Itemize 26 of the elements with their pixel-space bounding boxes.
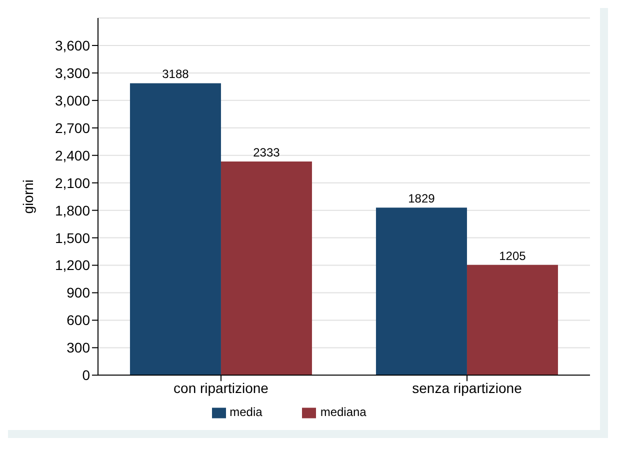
bar <box>376 208 467 376</box>
legend-label: media <box>230 405 262 420</box>
x-tick-label: con ripartizione <box>174 380 269 396</box>
y-tick-label: 1,200 <box>54 257 90 274</box>
y-tick-label: 2,400 <box>54 147 90 164</box>
y-tick-label: 3,300 <box>54 64 90 81</box>
y-tick-label: 2,700 <box>54 120 90 136</box>
data-label: 3188 <box>162 67 190 82</box>
bar <box>466 264 558 376</box>
y-tick-label: 600 <box>66 312 90 328</box>
data-label: 1205 <box>499 248 526 263</box>
y-tick-label: 2,100 <box>54 174 90 191</box>
data-label: 2333 <box>253 146 280 160</box>
y-tick-label: 900 <box>66 284 90 301</box>
y-tick-label: 3,000 <box>54 92 90 108</box>
y-tick-label: 1,500 <box>54 230 90 246</box>
bar <box>130 83 221 376</box>
bar <box>220 162 312 376</box>
y-axis-title: giorni <box>20 179 36 214</box>
y-tick-label: 300 <box>66 340 90 356</box>
legend-label: mediana <box>320 405 366 420</box>
y-tick-label: 1,800 <box>54 202 90 218</box>
y-tick-label: 0 <box>82 367 90 384</box>
data-label: 1829 <box>408 192 436 206</box>
y-tick-label: 3,600 <box>54 37 90 54</box>
x-tick-label: senza ripartizione <box>412 380 522 396</box>
